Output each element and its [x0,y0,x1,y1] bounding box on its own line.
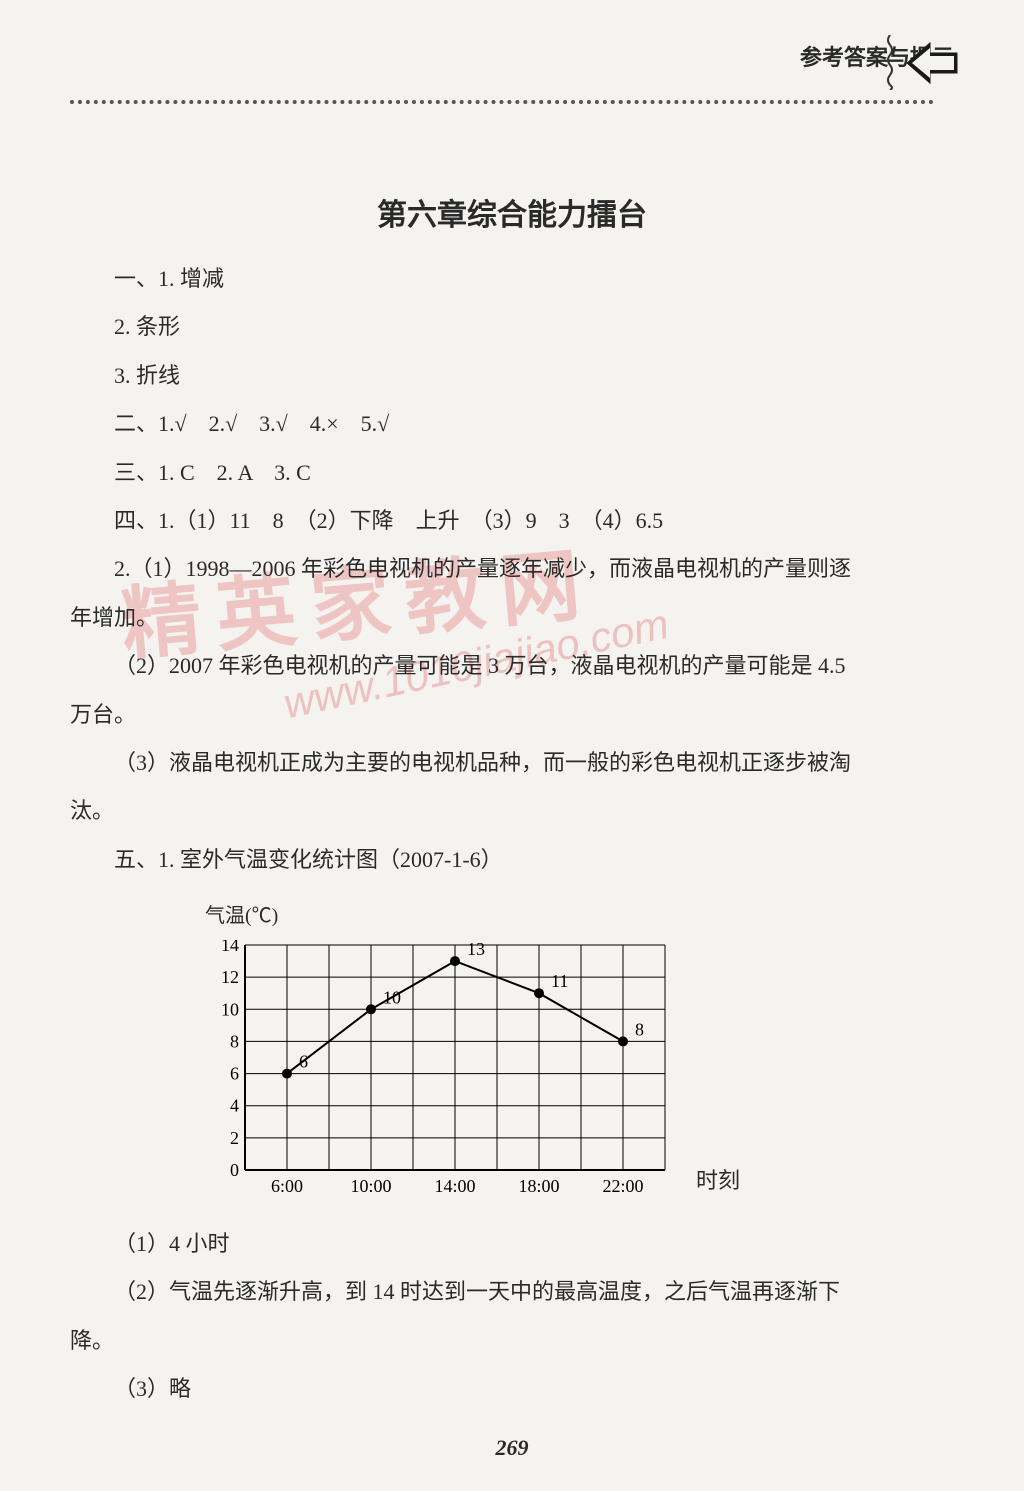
svg-text:0: 0 [230,1160,239,1180]
svg-text:13: 13 [467,940,485,959]
answer-line: （2）2007 年彩色电视机的产量可能是 3 万台，液晶电视机的产量可能是 4.… [70,642,944,690]
answer-line: （2）气温先逐渐升高，到 14 时达到一天中的最高温度，之后气温再逐渐下 [70,1268,944,1316]
content-body: 一、1. 增减 2. 条形 3. 折线 二、1.√ 2.√ 3.√ 4.× 5.… [70,255,944,1414]
chart-xlabel: 时刻 [696,1157,740,1205]
answer-line: 2. 条形 [70,303,944,351]
svg-text:18:00: 18:00 [518,1176,559,1196]
answer-line: 降。 [70,1317,944,1365]
answer-line: 年增加。 [70,594,944,642]
answer-line: 二、1.√ 2.√ 3.√ 4.× 5.√ [70,400,944,448]
svg-text:10: 10 [221,999,239,1019]
chart-ylabel: 气温(℃) [205,894,944,938]
svg-text:14: 14 [221,940,239,955]
answer-line: 汰。 [70,787,944,835]
svg-text:8: 8 [635,1020,644,1040]
answer-line: 3. 折线 [70,352,944,400]
chapter-title: 第六章综合能力擂台 [0,190,1024,234]
answer-line: （3）液晶电视机正成为主要的电视机品种，而一般的彩色电视机正逐步被淘 [70,739,944,787]
svg-text:10: 10 [383,987,401,1007]
answer-line: 四、1.（1）11 8 （2）下降 上升 （3）9 3 （4）6.5 [70,497,944,545]
svg-text:4: 4 [230,1096,239,1116]
svg-text:10:00: 10:00 [350,1176,391,1196]
arrow-icon [902,38,962,88]
answer-line: （1）4 小时 [70,1220,944,1268]
wavy-decoration [886,35,894,90]
answer-line: 五、1. 室外气温变化统计图（2007-1-6） [70,836,944,884]
svg-text:8: 8 [230,1032,239,1052]
answer-line: 三、1. C 2. A 3. C [70,449,944,497]
answer-line: （3）略 [70,1365,944,1413]
svg-text:6:00: 6:00 [271,1176,303,1196]
answer-line: 一、1. 增减 [70,255,944,303]
svg-text:12: 12 [221,967,239,987]
page-number: 269 [0,1435,1024,1461]
svg-text:14:00: 14:00 [434,1176,475,1196]
dotted-divider [70,100,934,104]
svg-text:11: 11 [551,971,568,991]
temperature-chart: 气温(℃) 024681012146:0010:0014:0018:0022:0… [210,894,944,1200]
svg-text:6: 6 [230,1064,239,1084]
answer-line: 2.（1）1998—2006 年彩色电视机的产量逐年减少，而液晶电视机的产量则逐 [70,545,944,593]
svg-text:22:00: 22:00 [602,1176,643,1196]
answer-line: 万台。 [70,691,944,739]
svg-text:6: 6 [299,1052,308,1072]
svg-text:2: 2 [230,1128,239,1148]
chart-svg: 0 2 4 6 8 10 12 14 6:00 10:00 14:00 18:00 22:00 6 10 13… [210,940,670,1200]
